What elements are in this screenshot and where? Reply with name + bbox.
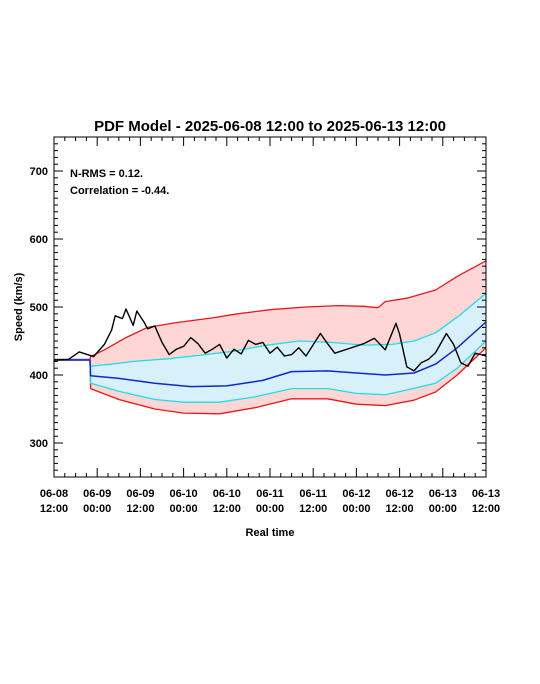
x-tick-label-time: 12:00 [213, 503, 241, 515]
y-tick-label: 500 [30, 302, 48, 314]
x-tick-label-date: 06-11 [256, 488, 284, 500]
x-tick-label-time: 00:00 [256, 503, 284, 515]
y-tick-label: 700 [30, 166, 48, 178]
x-tick-label-date: 06-13 [429, 488, 457, 500]
x-tick-label-date: 06-10 [170, 488, 198, 500]
series-lines [53, 260, 487, 415]
x-axis-label: Real time [246, 527, 295, 539]
nrms-annotation: N-RMS = 0.12. [70, 168, 143, 180]
x-tick-label-time: 12:00 [299, 503, 327, 515]
x-tick-label-date: 06-09 [83, 488, 111, 500]
x-tick-label-date: 06-11 [299, 488, 327, 500]
x-tick-label-time: 00:00 [83, 503, 111, 515]
lower-outer-line [54, 347, 487, 415]
chart-title: PDF Model - 2025-06-08 12:00 to 2025-06-… [94, 118, 446, 135]
x-tick-label-time: 00:00 [170, 503, 198, 515]
y-tick-label: 600 [30, 234, 48, 246]
x-tick-label-time: 12:00 [126, 503, 154, 515]
x-tick-label-date: 06-12 [342, 488, 370, 500]
lower-inner-line [54, 340, 487, 403]
x-tick-label-time: 12:00 [472, 503, 500, 515]
observed-speed-line [53, 308, 487, 372]
correlation-annotation: Correlation = -0.44. [70, 185, 169, 197]
y-axis-label: Speed (km/s) [13, 272, 25, 341]
y-tick-label: 400 [30, 370, 48, 382]
x-tick-label-time: 00:00 [342, 503, 370, 515]
x-tick-label-date: 06-08 [40, 488, 68, 500]
x-tick-label-date: 06-13 [472, 488, 500, 500]
x-axis-ticks: 06-08 12:00 06-09 00:00 06-09 12:00 06-10 00:00… [40, 137, 500, 515]
upper-outer-line [54, 260, 487, 361]
x-tick-label-date: 06-09 [126, 488, 154, 500]
x-tick-label-date: 06-10 [213, 488, 241, 500]
x-tick-label-date: 06-12 [386, 488, 414, 500]
median-line [54, 321, 487, 388]
y-axis-ticks: 300 400 500 600 700 [30, 136, 486, 478]
x-tick-label-time: 12:00 [40, 503, 68, 515]
upper-inner-line [54, 292, 487, 367]
x-tick-label-time: 12:00 [386, 503, 414, 515]
y-tick-label: 300 [30, 438, 48, 450]
x-tick-label-time: 00:00 [429, 503, 457, 515]
